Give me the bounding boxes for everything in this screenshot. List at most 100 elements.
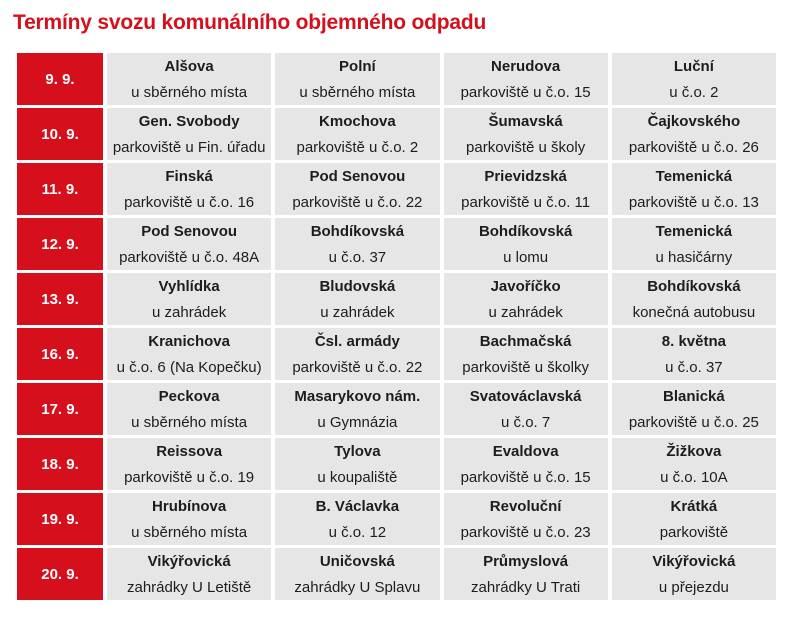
location-detail: u č.o. 6 (Na Kopečku) [116, 358, 262, 376]
location-detail: u zahrádek [488, 303, 563, 321]
location-detail: parkoviště u č.o. 23 [460, 523, 591, 541]
street-name: Temenická [655, 222, 733, 240]
location-cell: Hrubínova u sběrného místa [107, 493, 272, 545]
location-detail: u sběrného místa [131, 523, 248, 541]
street-name: Svatováclavská [469, 387, 582, 405]
location-detail: u sběrného místa [299, 83, 416, 101]
location-cell: Svatováclavská u č.o. 7 [443, 383, 608, 435]
street-name: Masarykovo nám. [294, 387, 421, 405]
location-cell: Revoluční parkoviště u č.o. 23 [443, 493, 608, 545]
location-cell: Vikýřovická zahrádky U Letiště [107, 548, 272, 600]
location-cell: Vikýřovická u přejezdu [611, 548, 776, 600]
location-cell: Blanická parkoviště u č.o. 25 [611, 383, 776, 435]
schedule-row: 18. 9. Reissova parkoviště u č.o. 19 Tylova… [17, 438, 776, 490]
location-detail: u lomu [503, 248, 549, 266]
location-cell: Temenická u hasičárny [611, 218, 776, 270]
collection-date: 19. 9. [17, 493, 103, 545]
street-name: Polní [339, 57, 376, 75]
location-cell: Gen. Svobody parkoviště u Fin. úřadu [107, 108, 272, 160]
location-detail: parkoviště u Fin. úřadu [112, 138, 266, 156]
location-cell: Evaldova parkoviště u č.o. 15 [443, 438, 608, 490]
schedule-body: 9. 9. Alšova u sběrného místa Polní u sběrné… [17, 53, 776, 600]
location-detail: parkoviště u č.o. 22 [292, 193, 423, 211]
location-detail: u přejezdu [658, 578, 729, 596]
location-cell: Nerudova parkoviště u č.o. 15 [443, 53, 608, 105]
location-detail: zahrádky U Trati [471, 578, 581, 596]
location-cell: Šumavská parkoviště u školy [443, 108, 608, 160]
street-name: 8. května [661, 332, 726, 350]
street-name: Alšova [164, 57, 214, 75]
collection-date: 16. 9. [17, 328, 103, 380]
street-name: B. Václavka [315, 497, 400, 515]
location-detail: parkoviště u č.o. 16 [124, 193, 255, 211]
location-cell: Prievidzská parkoviště u č.o. 11 [443, 163, 608, 215]
collection-schedule-table: 9. 9. Alšova u sběrného místa Polní u sběrné… [13, 50, 780, 603]
location-cell: Krátká parkoviště [611, 493, 776, 545]
street-name: Vyhlídka [158, 277, 220, 295]
street-name: Blanická [663, 387, 725, 405]
schedule-row: 13. 9. Vyhlídka u zahrádek Bludovská u zahrá… [17, 273, 776, 325]
schedule-row: 10. 9. Gen. Svobody parkoviště u Fin. úřad… [17, 108, 776, 160]
location-detail: u č.o. 10A [660, 468, 728, 486]
street-name: Nerudova [491, 57, 561, 75]
location-cell: Bachmačská parkoviště u školky [443, 328, 608, 380]
street-name: Bludovská [319, 277, 396, 295]
collection-date: 10. 9. [17, 108, 103, 160]
location-cell: Bohdíkovská u č.o. 37 [275, 218, 440, 270]
street-name: Uničovská [319, 552, 395, 570]
location-detail: parkoviště u školky [462, 358, 589, 376]
street-name: Bohdíkovská [310, 222, 405, 240]
location-detail: u č.o. 37 [328, 248, 387, 266]
schedule-row: 20. 9. Vikýřovická zahrádky U Letiště Uničo… [17, 548, 776, 600]
location-cell: Temenická parkoviště u č.o. 13 [611, 163, 776, 215]
street-name: Gen. Svobody [138, 112, 240, 130]
location-cell: Masarykovo nám. u Gymnázia [275, 383, 440, 435]
street-name: Čsl. armády [314, 332, 400, 350]
location-detail: zahrádky U Splavu [294, 578, 421, 596]
location-detail: u zahrádek [152, 303, 227, 321]
collection-date: 12. 9. [17, 218, 103, 270]
location-cell: Tylova u koupaliště [275, 438, 440, 490]
location-detail: konečná autobusu [632, 303, 756, 321]
location-cell: Pod Senovou parkoviště u č.o. 48A [107, 218, 272, 270]
street-name: Šumavská [488, 112, 563, 130]
location-cell: Kmochova parkoviště u č.o. 2 [275, 108, 440, 160]
street-name: Bohdíkovská [478, 222, 573, 240]
collection-date: 18. 9. [17, 438, 103, 490]
location-detail: parkoviště u č.o. 48A [119, 248, 260, 266]
location-cell: Luční u č.o. 2 [611, 53, 776, 105]
location-detail: u sběrného místa [131, 413, 248, 431]
street-name: Pod Senovou [141, 222, 238, 240]
location-cell: Bludovská u zahrádek [275, 273, 440, 325]
location-detail: u č.o. 12 [328, 523, 387, 541]
street-name: Prievidzská [484, 167, 567, 185]
location-cell: Kranichova u č.o. 6 (Na Kopečku) [107, 328, 272, 380]
street-name: Průmyslová [483, 552, 569, 570]
street-name: Bachmačská [479, 332, 572, 350]
location-detail: parkoviště u č.o. 19 [124, 468, 255, 486]
location-cell: Peckova u sběrného místa [107, 383, 272, 435]
street-name: Temenická [655, 167, 733, 185]
page-title: Termíny svozu komunálního objemného odpa… [13, 11, 487, 34]
location-detail: u koupaliště [317, 468, 398, 486]
location-cell: Čsl. armády parkoviště u č.o. 22 [275, 328, 440, 380]
location-detail: parkoviště u č.o. 11 [461, 193, 591, 211]
street-name: Reissova [156, 442, 223, 460]
schedule-row: 9. 9. Alšova u sběrného místa Polní u sběrné… [17, 53, 776, 105]
street-name: Čajkovského [647, 112, 741, 130]
schedule-row: 16. 9. Kranichova u č.o. 6 (Na Kopečku) Čsl… [17, 328, 776, 380]
location-cell: Finská parkoviště u č.o. 16 [107, 163, 272, 215]
location-cell: 8. května u č.o. 37 [611, 328, 776, 380]
location-detail: parkoviště [659, 523, 729, 541]
street-name: Krátká [670, 497, 718, 515]
location-detail: u sběrného místa [131, 83, 248, 101]
location-cell: Bohdíkovská u lomu [443, 218, 608, 270]
collection-date: 11. 9. [17, 163, 103, 215]
location-detail: parkoviště u školy [466, 138, 586, 156]
location-detail: u č.o. 37 [665, 358, 723, 376]
street-name: Javoříčko [490, 277, 561, 295]
location-detail: parkoviště u č.o. 22 [292, 358, 423, 376]
street-name: Revoluční [489, 497, 562, 515]
collection-date: 20. 9. [17, 548, 103, 600]
street-name: Hrubínova [152, 497, 227, 515]
